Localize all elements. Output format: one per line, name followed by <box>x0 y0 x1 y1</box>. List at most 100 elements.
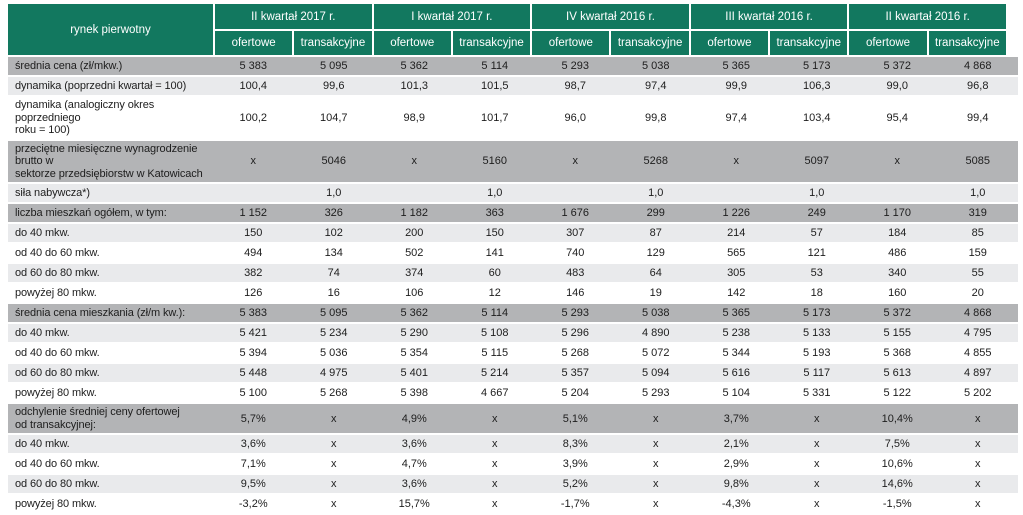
value-cell: 1,0 <box>487 187 503 199</box>
value-cell: x <box>733 155 740 168</box>
value-cell: 3,6% <box>401 438 427 450</box>
value-cell: 5097 <box>804 155 829 168</box>
row-label-cell: dynamika (analogiczny okres poprzedniego… <box>15 99 155 136</box>
value-cell: 5 394 <box>239 347 268 359</box>
value-cell: 2,9% <box>723 458 749 470</box>
value-cell: x <box>331 438 337 450</box>
value-cell: 5 193 <box>802 347 831 359</box>
value-cell: 101,3 <box>400 80 429 92</box>
value-cell: 106 <box>405 287 424 299</box>
value-cell: 5 104 <box>722 387 751 399</box>
row-label-cell: powyżej 80 mkw. <box>15 286 97 299</box>
value-cell: 5 383 <box>239 60 268 72</box>
value-cell: 150 <box>244 227 263 239</box>
value-cell: 129 <box>646 247 665 259</box>
value-cell: 101,5 <box>480 80 509 92</box>
quarter-header-cell: IV kwartał 2016 r. <box>532 4 689 29</box>
value-cell: x <box>653 412 659 425</box>
table-row: liczba mieszkań ogółem, w tym: 1 152 326 1… <box>8 204 1018 222</box>
row-label-cell: od 60 do 80 mkw. <box>15 477 100 490</box>
value-cell: 5 115 <box>481 347 509 359</box>
value-cell: 4,9% <box>401 412 427 425</box>
value-cell: 100,4 <box>239 80 268 92</box>
value-cell: x <box>653 458 659 470</box>
value-cell: 4,7% <box>401 458 427 470</box>
row-label-cell: przeciętne miesięczne wynagrodzenie brut… <box>15 142 203 180</box>
value-cell: 160 <box>888 287 907 299</box>
value-cell: 64 <box>649 267 662 279</box>
subheader-row: ofertowe transakcyjne <box>215 31 372 55</box>
value-cell: 74 <box>327 267 340 279</box>
row-label-cell: powyżej 80 mkw. <box>15 386 97 399</box>
table-row: do 40 mkw. 150 102 200 150 307 87 214 57 184 85 <box>8 224 1018 242</box>
value-cell: 97,4 <box>725 111 747 124</box>
table-row: dynamika (analogiczny okres poprzedniego… <box>8 97 1018 139</box>
value-cell: 1 676 <box>561 207 590 219</box>
value-cell: 10,6% <box>881 458 913 470</box>
value-cell: 98,7 <box>564 80 586 92</box>
value-cell: 3,9% <box>562 458 588 470</box>
value-cell: 4 890 <box>641 327 670 339</box>
value-cell: 5 204 <box>561 387 590 399</box>
value-cell: 5 293 <box>561 307 590 319</box>
value-cell: x <box>331 498 337 510</box>
subheader-ofertowe-cell: ofertowe <box>215 31 293 55</box>
quarter-header-cell: I kwartał 2017 r. <box>373 4 531 29</box>
value-cell: 486 <box>888 247 907 259</box>
quarter-column-group: II kwartał 2016 r. ofertowe transakcyjne <box>849 4 1006 55</box>
value-cell: 5 290 <box>400 327 429 339</box>
subheader-row: ofertowe transakcyjne <box>373 31 531 55</box>
value-cell: 299 <box>646 207 665 219</box>
value-cell: x <box>653 498 659 510</box>
value-cell: 9,8% <box>723 478 749 490</box>
value-cell: x <box>492 478 498 490</box>
subheader-row: ofertowe transakcyjne <box>690 31 848 55</box>
value-cell: 3,6% <box>401 478 427 490</box>
value-cell: 5 362 <box>400 307 429 319</box>
value-cell: x <box>492 498 498 510</box>
value-cell: 99,6 <box>323 80 345 92</box>
value-cell: -4,3% <box>721 498 751 510</box>
value-cell: 18 <box>810 287 823 299</box>
value-cell: -3,2% <box>238 498 268 510</box>
value-cell: 5 421 <box>239 327 268 339</box>
value-cell: 4 897 <box>963 367 992 379</box>
value-cell: 5 122 <box>883 387 912 399</box>
table-row: odchylenie średniej ceny ofertowej od tr… <box>8 404 1018 433</box>
value-cell: 134 <box>324 247 343 259</box>
corner-header-cell: rynek pierwotny <box>8 4 213 55</box>
value-cell: 96,0 <box>564 111 586 124</box>
value-cell: 5 372 <box>883 307 912 319</box>
value-cell: 5,7% <box>240 412 266 425</box>
value-cell: 1,0 <box>326 187 342 199</box>
value-cell: 5 036 <box>319 347 348 359</box>
value-cell: 5,1% <box>562 412 588 425</box>
value-cell: 142 <box>727 287 746 299</box>
value-cell: 5046 <box>321 155 346 168</box>
value-cell: 5 296 <box>561 327 590 339</box>
value-cell: 5268 <box>643 155 668 168</box>
value-cell: 5085 <box>965 155 990 168</box>
value-cell: x <box>492 412 498 425</box>
value-cell: x <box>814 458 820 470</box>
value-cell: 104,7 <box>319 111 348 124</box>
table-row: przeciętne miesięczne wynagrodzenie brut… <box>8 140 1018 182</box>
value-cell: 374 <box>405 267 424 279</box>
value-cell: 5 354 <box>400 347 429 359</box>
value-cell: 85 <box>971 227 984 239</box>
subheader-transakcyjne-cell: transakcyjne <box>928 31 1006 55</box>
row-label-cell: od 60 do 80 mkw. <box>15 366 100 379</box>
value-cell: 5 133 <box>802 327 831 339</box>
value-cell: x <box>975 412 981 425</box>
row-label-cell: do 40 mkw. <box>15 437 70 450</box>
value-cell: 99,9 <box>725 80 747 92</box>
value-cell: 307 <box>566 227 585 239</box>
value-cell: x <box>331 478 337 490</box>
quarter-column-group: II kwartał 2017 r. ofertowe transakcyjne <box>215 4 372 55</box>
value-cell: 5 613 <box>883 367 912 379</box>
value-cell: 5 368 <box>883 347 912 359</box>
value-cell: -1,5% <box>882 498 912 510</box>
value-cell: 5 100 <box>239 387 268 399</box>
value-cell: 97,4 <box>645 80 667 92</box>
value-cell: 5 398 <box>400 387 429 399</box>
